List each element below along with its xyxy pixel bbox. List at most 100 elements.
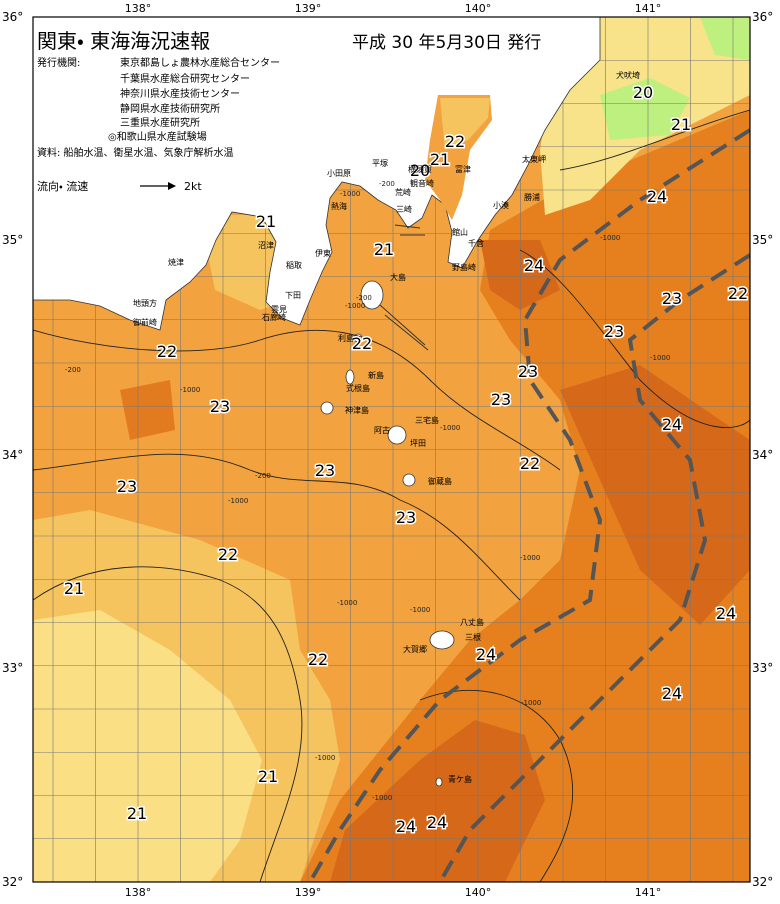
isotherm-label: 22	[352, 334, 372, 353]
depth-label: -1000	[340, 190, 360, 198]
issuer: ◎和歌山県水産試験場	[108, 130, 207, 143]
isotherm-label: 24	[524, 256, 544, 275]
lon-label: 138°	[125, 886, 152, 899]
tokyo-bay-inner	[440, 98, 490, 150]
place-name: 三崎	[396, 204, 412, 214]
place-name: 神津島	[345, 405, 369, 415]
lat-label: 33°	[752, 661, 773, 675]
place-name: 三宅島	[415, 415, 439, 425]
place-name: 伊東	[315, 248, 331, 258]
place-name: 小湊	[493, 200, 509, 210]
place-name: 阿古	[374, 425, 390, 435]
place-name: 熱海	[331, 201, 347, 211]
place-name: 沼津	[258, 240, 274, 250]
issuer: 三重県水産研究所	[120, 116, 200, 129]
lat-label: 33°	[2, 661, 23, 675]
isotherm-label: 24	[476, 645, 496, 664]
zone-24-south	[330, 720, 545, 882]
place-name: 横須賀	[408, 164, 432, 174]
lat-label: 35°	[752, 233, 773, 247]
place-name: 犬吠埼	[616, 70, 640, 80]
place-name: 式根島	[346, 383, 370, 393]
depth-label: -1000	[600, 234, 620, 242]
place-name: 平塚	[372, 159, 388, 168]
current-legend-label: 流向・ 流速	[37, 179, 88, 193]
lat-label: 36°	[2, 10, 23, 24]
place-name: 三根	[465, 632, 481, 642]
lon-label: 141°	[635, 2, 662, 15]
place-name: 焼津	[168, 257, 184, 267]
isotherm-label: 23	[315, 461, 335, 480]
title: 関東・ 東海海況速報	[37, 29, 210, 53]
isotherm-label: 23	[210, 397, 230, 416]
place-name: 太東岬	[522, 154, 546, 164]
current-vectors	[379, 224, 429, 351]
zone-24	[560, 365, 750, 625]
grid	[33, 17, 750, 882]
isotherm-label: 20	[633, 83, 653, 102]
isotherm-label: 24	[716, 604, 736, 623]
place-name: 地頭方	[133, 298, 157, 308]
lat-label: 32°	[2, 875, 23, 889]
isotherm-label: 22	[445, 132, 465, 151]
issuer: 千葉県水産総合研究センター	[120, 72, 250, 85]
lon-label: 140°	[465, 886, 492, 899]
place-name: 稲取	[286, 260, 302, 270]
zone-20	[600, 78, 690, 140]
suruga-bay	[200, 215, 290, 310]
depth-label: -1000	[337, 599, 357, 607]
lon-label: 139°	[295, 2, 322, 15]
issuer: 神奈川県水産技術センター	[120, 87, 240, 100]
place-name: 野島崎	[452, 262, 476, 272]
source: 資料: 船舶水温、衛星水温、気象庁解析水温	[37, 146, 234, 159]
lat-label: 34°	[752, 448, 773, 462]
place-name: 御前崎	[133, 317, 157, 327]
isotherm-label: 22	[728, 284, 748, 303]
isotherm-label: 21	[374, 240, 394, 259]
isotherm-label: 21	[258, 767, 278, 786]
zone-21	[33, 610, 262, 882]
lon-label: 139°	[295, 886, 322, 899]
depth-label: -1000	[315, 754, 335, 762]
place-name: 御蔵島	[428, 476, 452, 486]
place-name: 富津	[455, 164, 471, 174]
frame	[32, 16, 751, 883]
place-name: 勝浦	[524, 192, 540, 202]
isotherm-label: 24	[662, 684, 682, 703]
place-name: 大賀郷	[403, 644, 427, 654]
lon-label: 138°	[125, 2, 152, 15]
isotherm-label: 21	[256, 212, 276, 231]
current-legend-speed: 2kt	[184, 180, 202, 193]
isotherm-label: 23	[518, 362, 538, 381]
place-name: 観音崎	[410, 178, 434, 188]
place-name: 小田原	[327, 169, 351, 178]
depth-label: -1000	[180, 386, 200, 394]
place-name: 荒崎	[395, 187, 411, 197]
isotherm-label: 20	[410, 161, 430, 180]
isotherm-label: 22	[218, 545, 238, 564]
issuer: 東京都島しょ農林水産総合センター	[120, 56, 280, 69]
kuroshio-axis	[308, 128, 750, 882]
lat-label: 34°	[2, 448, 23, 462]
depth-label: -1000	[228, 497, 248, 505]
place-name: 雲見	[271, 305, 287, 314]
isotherm-label: 21	[430, 150, 450, 169]
isotherm-label: 22	[157, 342, 177, 361]
depth-label: -1000	[372, 794, 392, 802]
date: 平成 30 年5月30日 発行	[352, 33, 541, 53]
isotherm-label: 24	[427, 813, 447, 832]
isotherm-label: 23	[662, 289, 682, 308]
isotherm-label: 21	[64, 579, 84, 598]
islands	[320, 280, 455, 787]
isotherm-label: 23	[604, 322, 624, 341]
depth-label: -1000	[410, 606, 430, 614]
depth-label: -200	[379, 180, 395, 188]
place-name: 青ケ島	[448, 774, 472, 784]
zone-20-corner	[700, 17, 750, 60]
place-name: 館山	[452, 227, 468, 237]
depth-label: -1000	[521, 699, 541, 707]
